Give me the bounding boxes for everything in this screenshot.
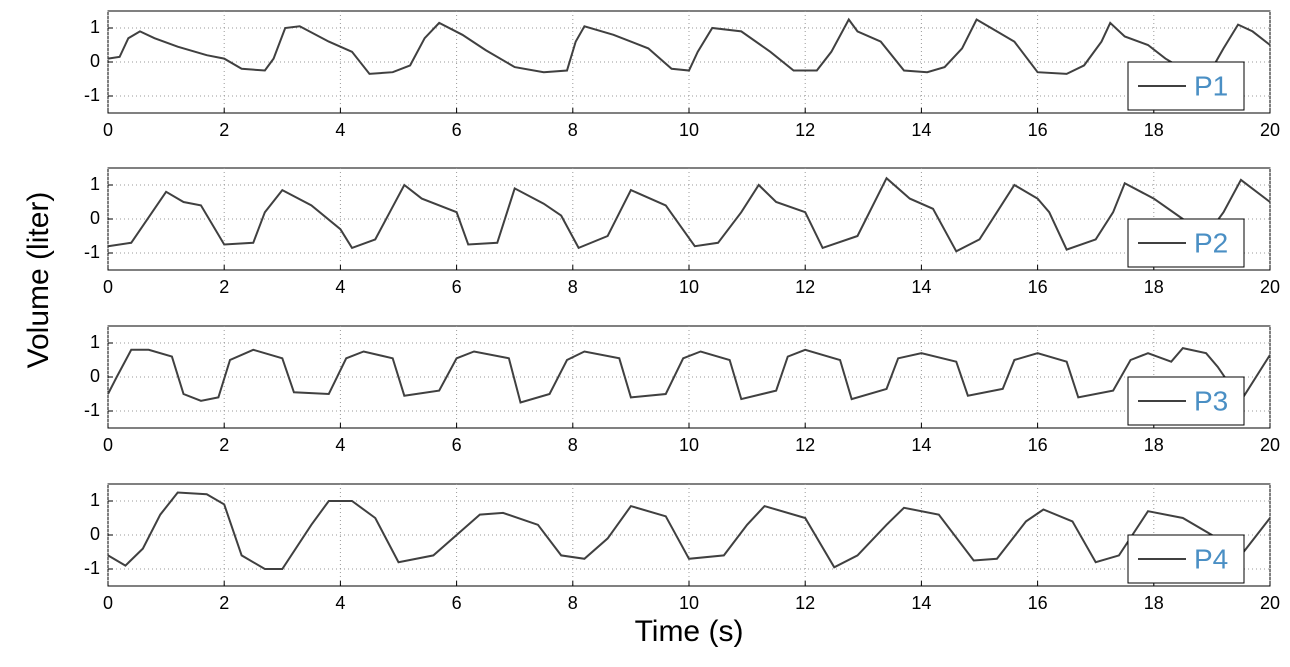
x-tick-label: 6: [452, 120, 462, 140]
y-tick-label: 0: [90, 208, 100, 228]
x-tick-label: 12: [795, 120, 815, 140]
x-tick-label: 20: [1260, 435, 1280, 455]
x-tick-label: 0: [103, 593, 113, 613]
data-line: [107, 491, 1271, 570]
x-tick-label: 20: [1260, 277, 1280, 297]
legend-label: P4: [1194, 543, 1228, 574]
legend-label: P3: [1194, 385, 1228, 416]
data-line: [107, 17, 1271, 75]
x-tick-label: 8: [568, 120, 578, 140]
x-tick-label: 0: [103, 277, 113, 297]
x-tick-label: 12: [795, 593, 815, 613]
y-tick-label: -1: [84, 400, 100, 420]
x-tick-label: 2: [219, 120, 229, 140]
x-tick-label: 14: [911, 593, 931, 613]
x-tick-label: 6: [452, 435, 462, 455]
x-axis-label: Time (s): [635, 615, 744, 648]
x-tick-label: 4: [335, 120, 345, 140]
y-tick-label: 1: [90, 332, 100, 352]
y-tick-label: 1: [90, 490, 100, 510]
x-tick-label: 2: [219, 277, 229, 297]
x-tick-label: 16: [1028, 593, 1048, 613]
x-tick-label: 4: [335, 593, 345, 613]
x-tick-label: 0: [103, 435, 113, 455]
x-tick-label: 10: [679, 435, 699, 455]
y-tick-label: -1: [84, 85, 100, 105]
y-tick-label: 1: [90, 174, 100, 194]
x-tick-label: 4: [335, 277, 345, 297]
x-tick-label: 20: [1260, 593, 1280, 613]
x-tick-label: 18: [1144, 593, 1164, 613]
data-line: [107, 346, 1271, 404]
x-tick-label: 6: [452, 593, 462, 613]
y-tick-label: 0: [90, 366, 100, 386]
x-tick-label: 2: [219, 435, 229, 455]
x-tick-label: 14: [911, 277, 931, 297]
x-tick-label: 18: [1144, 120, 1164, 140]
y-tick-label: 1: [90, 17, 100, 37]
y-tick-label: -1: [84, 242, 100, 262]
x-tick-label: 2: [219, 593, 229, 613]
x-tick-label: 16: [1028, 435, 1048, 455]
x-tick-label: 8: [568, 277, 578, 297]
x-tick-label: 16: [1028, 277, 1048, 297]
data-line: [107, 176, 1271, 253]
x-tick-label: 20: [1260, 120, 1280, 140]
x-tick-label: 10: [679, 593, 699, 613]
x-tick-label: 0: [103, 120, 113, 140]
x-tick-label: 4: [335, 435, 345, 455]
x-tick-label: 14: [911, 435, 931, 455]
legend-label: P2: [1194, 227, 1228, 258]
x-tick-label: 10: [679, 120, 699, 140]
x-tick-label: 6: [452, 277, 462, 297]
y-tick-label: 0: [90, 51, 100, 71]
x-tick-label: 14: [911, 120, 931, 140]
y-tick-label: 0: [90, 524, 100, 544]
x-tick-label: 12: [795, 435, 815, 455]
legend-label: P1: [1194, 70, 1228, 101]
x-tick-label: 16: [1028, 120, 1048, 140]
x-tick-label: 8: [568, 435, 578, 455]
x-tick-label: 12: [795, 277, 815, 297]
x-tick-label: 10: [679, 277, 699, 297]
x-tick-label: 8: [568, 593, 578, 613]
y-tick-label: -1: [84, 558, 100, 578]
y-axis-label: Volume (liter): [22, 192, 55, 369]
x-tick-label: 18: [1144, 435, 1164, 455]
x-tick-label: 18: [1144, 277, 1164, 297]
